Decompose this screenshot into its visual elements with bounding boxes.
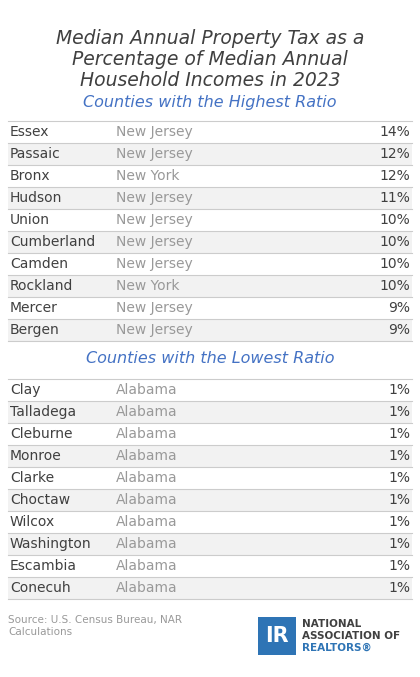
- Bar: [8, 577, 412, 599]
- Text: New Jersey: New Jersey: [116, 257, 193, 271]
- Text: 14%: 14%: [379, 125, 410, 139]
- Text: Cumberland: Cumberland: [10, 235, 95, 249]
- Text: Clarke: Clarke: [10, 471, 54, 485]
- Text: Hudson: Hudson: [10, 191, 63, 205]
- Text: New Jersey: New Jersey: [116, 147, 193, 161]
- Text: 1%: 1%: [388, 581, 410, 595]
- Text: Bronx: Bronx: [10, 169, 51, 183]
- Bar: [8, 275, 412, 297]
- Text: 1%: 1%: [388, 515, 410, 529]
- Text: 1%: 1%: [388, 559, 410, 573]
- Text: Alabama: Alabama: [116, 405, 178, 419]
- Text: New Jersey: New Jersey: [116, 125, 193, 139]
- Text: 12%: 12%: [379, 169, 410, 183]
- Text: Choctaw: Choctaw: [10, 493, 70, 507]
- Text: New Jersey: New Jersey: [116, 323, 193, 337]
- Text: New Jersey: New Jersey: [116, 301, 193, 315]
- Bar: [8, 187, 412, 209]
- Text: Conecuh: Conecuh: [10, 581, 71, 595]
- Text: Alabama: Alabama: [116, 427, 178, 441]
- Text: 11%: 11%: [379, 191, 410, 205]
- Text: Clay: Clay: [10, 383, 40, 397]
- Text: 10%: 10%: [379, 257, 410, 271]
- Text: Mercer: Mercer: [10, 301, 58, 315]
- Text: New Jersey: New Jersey: [116, 235, 193, 249]
- Text: Counties with the Highest Ratio: Counties with the Highest Ratio: [83, 95, 337, 110]
- Text: Camden: Camden: [10, 257, 68, 271]
- Text: Washington: Washington: [10, 537, 92, 551]
- Text: New York: New York: [116, 279, 179, 293]
- Text: 1%: 1%: [388, 405, 410, 419]
- Text: 10%: 10%: [379, 279, 410, 293]
- Text: Monroe: Monroe: [10, 449, 62, 463]
- Text: 1%: 1%: [388, 449, 410, 463]
- Text: Passaic: Passaic: [10, 147, 61, 161]
- Text: New Jersey: New Jersey: [116, 191, 193, 205]
- Bar: [8, 319, 412, 341]
- Text: Alabama: Alabama: [116, 471, 178, 485]
- Text: Talladega: Talladega: [10, 405, 76, 419]
- Text: 10%: 10%: [379, 235, 410, 249]
- Text: REALTORS®: REALTORS®: [302, 643, 372, 653]
- Text: Percentage of Median Annual: Percentage of Median Annual: [72, 50, 348, 69]
- Text: Alabama: Alabama: [116, 581, 178, 595]
- Text: 1%: 1%: [388, 383, 410, 397]
- Bar: [8, 533, 412, 555]
- Text: 12%: 12%: [379, 147, 410, 161]
- Text: 10%: 10%: [379, 213, 410, 227]
- Text: 1%: 1%: [388, 427, 410, 441]
- Text: Alabama: Alabama: [116, 515, 178, 529]
- Text: NATIONAL: NATIONAL: [302, 619, 361, 629]
- Text: 9%: 9%: [388, 323, 410, 337]
- Text: Alabama: Alabama: [116, 559, 178, 573]
- Bar: [8, 231, 412, 253]
- Text: Wilcox: Wilcox: [10, 515, 55, 529]
- Text: New York: New York: [116, 169, 179, 183]
- Text: Median Annual Property Tax as a: Median Annual Property Tax as a: [56, 29, 364, 48]
- Bar: [8, 445, 412, 467]
- Text: ASSOCIATION OF: ASSOCIATION OF: [302, 631, 400, 641]
- Bar: [258, 617, 296, 655]
- Text: Alabama: Alabama: [116, 383, 178, 397]
- Text: Alabama: Alabama: [116, 537, 178, 551]
- Text: 1%: 1%: [388, 493, 410, 507]
- Text: IR: IR: [265, 626, 289, 646]
- Text: Bergen: Bergen: [10, 323, 60, 337]
- Text: 1%: 1%: [388, 537, 410, 551]
- Text: Alabama: Alabama: [116, 449, 178, 463]
- Text: 9%: 9%: [388, 301, 410, 315]
- Text: Household Incomes in 2023: Household Incomes in 2023: [80, 71, 340, 90]
- Bar: [8, 489, 412, 511]
- Text: New Jersey: New Jersey: [116, 213, 193, 227]
- Text: Source: U.S. Census Bureau, NAR
Calculations: Source: U.S. Census Bureau, NAR Calculat…: [8, 615, 182, 636]
- Text: Escambia: Escambia: [10, 559, 77, 573]
- Text: Union: Union: [10, 213, 50, 227]
- Bar: [8, 143, 412, 165]
- Text: 1%: 1%: [388, 471, 410, 485]
- Text: Counties with the Lowest Ratio: Counties with the Lowest Ratio: [86, 351, 334, 366]
- Text: Essex: Essex: [10, 125, 50, 139]
- Text: Rockland: Rockland: [10, 279, 74, 293]
- Text: Alabama: Alabama: [116, 493, 178, 507]
- Text: Cleburne: Cleburne: [10, 427, 73, 441]
- Bar: [8, 401, 412, 423]
